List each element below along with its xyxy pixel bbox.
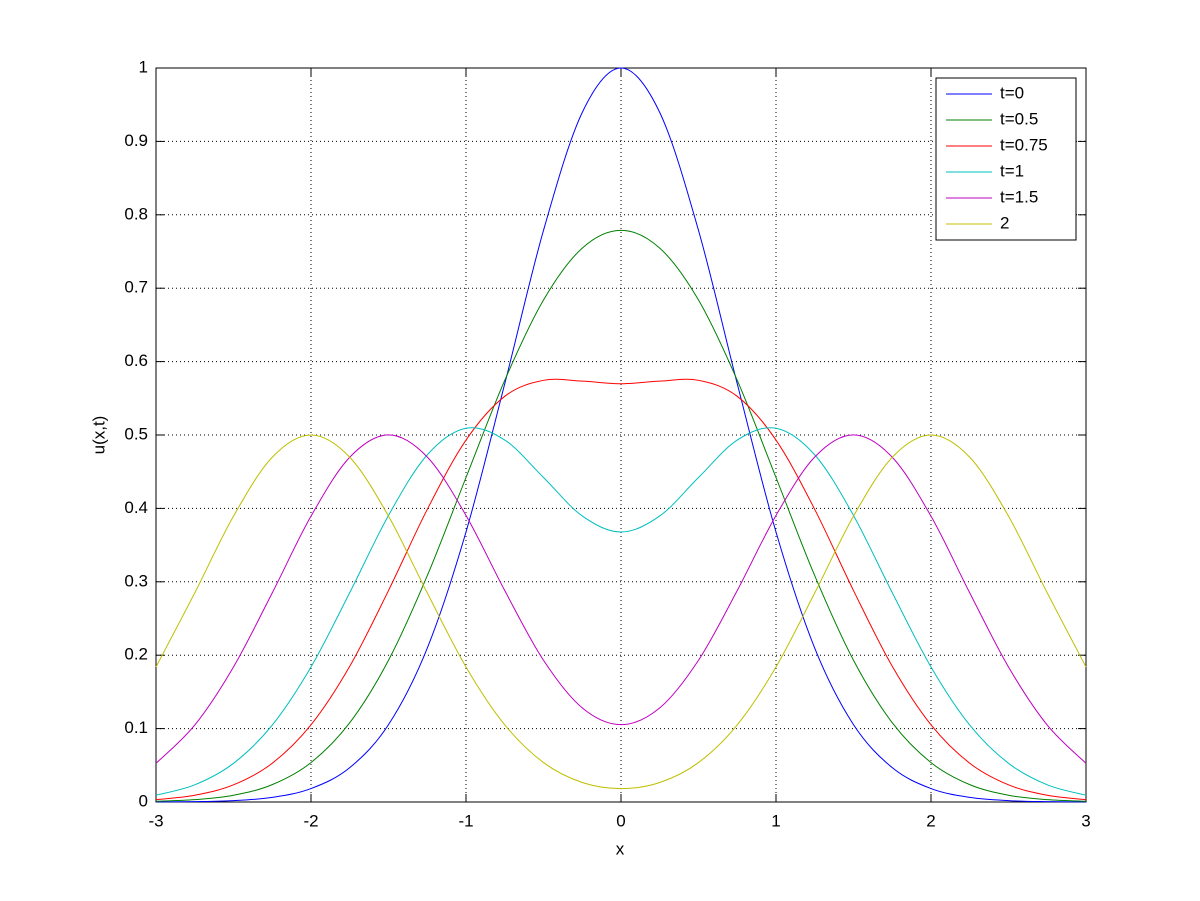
line-series bbox=[155, 229, 1087, 802]
legend-box bbox=[935, 77, 1077, 241]
y-tick-label: 0.1 bbox=[124, 718, 148, 737]
line-series bbox=[155, 378, 1087, 801]
line-series bbox=[155, 427, 1087, 796]
legend-label: t=1.5 bbox=[1000, 187, 1038, 206]
line-series bbox=[155, 434, 1087, 790]
x-tick-label: 1 bbox=[771, 811, 780, 830]
legend-label: t=0.5 bbox=[1000, 109, 1038, 128]
line-series bbox=[155, 67, 1087, 803]
x-tick-label: 0 bbox=[616, 811, 625, 830]
y-tick-label: 0.3 bbox=[124, 571, 148, 590]
y-tick-label: 0.2 bbox=[124, 645, 148, 664]
x-tick-label: 3 bbox=[1081, 811, 1090, 830]
y-axis-label: u(x,t) bbox=[89, 416, 108, 455]
legend-label: t=1 bbox=[1000, 161, 1024, 180]
x-tick-label: -1 bbox=[458, 811, 473, 830]
y-tick-label: 0.8 bbox=[124, 204, 148, 223]
x-axis-label: x bbox=[616, 839, 625, 858]
x-tick-label: 2 bbox=[926, 811, 935, 830]
legend-label: 2 bbox=[1000, 213, 1009, 232]
y-tick-label: 1 bbox=[139, 57, 148, 76]
y-tick-label: 0.4 bbox=[124, 498, 148, 517]
legend-label: t=0 bbox=[1000, 83, 1024, 102]
y-tick-label: 0.5 bbox=[124, 424, 148, 443]
y-tick-label: 0.7 bbox=[124, 278, 148, 297]
legend-label: t=0.75 bbox=[1000, 135, 1048, 154]
y-tick-label: 0.9 bbox=[124, 131, 148, 150]
line-series bbox=[155, 434, 1087, 764]
x-tick-label: -2 bbox=[303, 811, 318, 830]
x-tick-label: -3 bbox=[148, 811, 163, 830]
y-tick-label: 0 bbox=[139, 791, 148, 810]
y-tick-label: 0.6 bbox=[124, 351, 148, 370]
